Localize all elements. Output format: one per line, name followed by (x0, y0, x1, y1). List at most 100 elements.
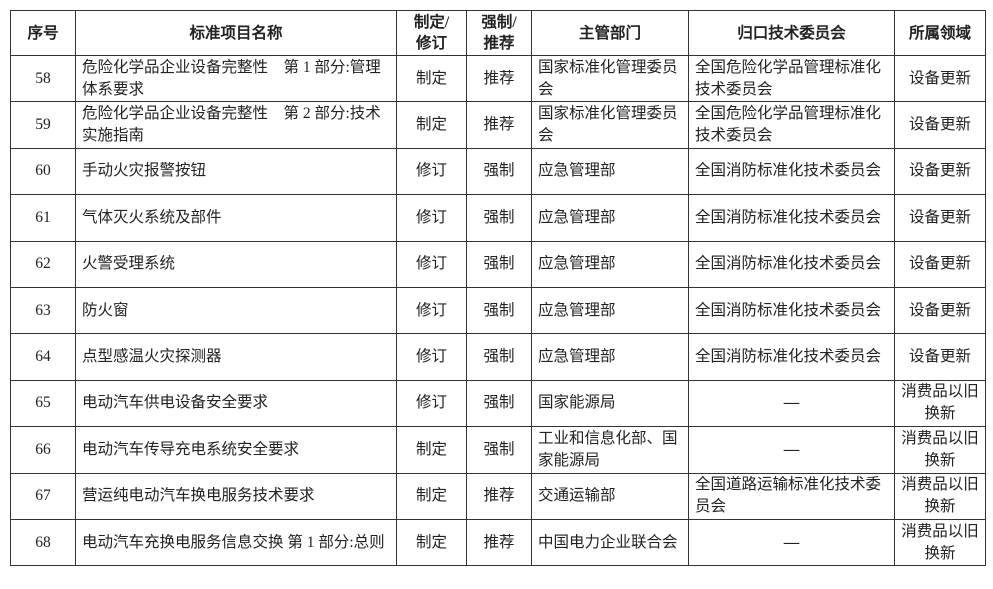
header-name: 标准项目名称 (75, 10, 397, 56)
header-level-line1: 强制/ (481, 14, 517, 31)
cell-committee: 全国消防标准化技术委员会 (688, 286, 895, 335)
cell-name: 营运纯电动汽车换电服务技术要求 (75, 472, 397, 520)
cell-level: 强制 (466, 286, 532, 335)
cell-no: 65 (10, 379, 76, 428)
cell-field: 设备更新 (894, 240, 986, 288)
cell-level: 强制 (466, 379, 532, 428)
cell-committee: 全国危险化学品管理标准化技术委员会 (688, 101, 895, 149)
cell-type: 制定 (396, 426, 467, 474)
cell-type: 修订 (396, 333, 467, 381)
cell-dept: 中国电力企业联合会 (531, 518, 689, 567)
cell-field: 设备更新 (894, 286, 986, 335)
cell-name: 危险化学品企业设备完整性 第 2 部分:技术实施指南 (75, 101, 397, 149)
header-type-line1: 制定/ (413, 14, 450, 31)
cell-dept: 应急管理部 (531, 333, 689, 381)
cell-name: 电动汽车传导充电系统安全要求 (75, 426, 397, 474)
cell-committee: — (688, 518, 895, 567)
header-dept: 主管部门 (531, 10, 689, 56)
cell-dept: 国家标准化管理委员会 (531, 54, 689, 103)
cell-committee: 全国消防标准化技术委员会 (688, 240, 895, 288)
cell-dept: 应急管理部 (531, 194, 689, 242)
cell-type: 修订 (396, 240, 467, 288)
cell-name: 防火窗 (75, 286, 397, 335)
cell-name: 点型感温火灾探测器 (75, 333, 397, 381)
cell-level: 推荐 (466, 472, 532, 520)
header-committee: 归口技术委员会 (688, 10, 895, 56)
header-level-line2: 推荐 (483, 35, 515, 52)
cell-type: 修订 (396, 286, 467, 335)
header-field: 所属领域 (894, 10, 986, 56)
table-row: 68 电动汽车充换电服务信息交换 第 1 部分:总则 制定 推荐 中国电力企业联合会 — 消… (10, 518, 986, 567)
cell-no: 63 (10, 286, 76, 335)
cell-dept: 工业和信息化部、国家能源局 (531, 426, 689, 474)
cell-committee: 全国危险化学品管理标准化技术委员会 (688, 54, 895, 103)
cell-field: 设备更新 (894, 54, 986, 103)
cell-field: 设备更新 (894, 147, 986, 196)
cell-level: 推荐 (466, 54, 532, 103)
cell-dept: 国家标准化管理委员会 (531, 101, 689, 149)
cell-level: 推荐 (466, 101, 532, 149)
cell-no: 61 (10, 194, 76, 242)
cell-field: 消费品以旧换新 (894, 518, 986, 567)
cell-no: 67 (10, 472, 76, 520)
table-row: 66 电动汽车传导充电系统安全要求 制定 强制 工业和信息化部、国家能源局 — 消费品以旧换… (10, 426, 986, 474)
cell-name: 电动汽车供电设备安全要求 (75, 379, 397, 428)
cell-field: 消费品以旧换新 (894, 426, 986, 474)
table-row: 61 气体灭火系统及部件 修订 强制 应急管理部 全国消防标准化技术委员会 设备更新 (10, 194, 986, 242)
header-level: 强制/推荐 (466, 10, 532, 56)
cell-field: 消费品以旧换新 (894, 379, 986, 428)
cell-no: 68 (10, 518, 76, 567)
table-row: 63 防火窗 修订 强制 应急管理部 全国消防标准化技术委员会 设备更新 (10, 286, 986, 335)
cell-committee: 全国消防标准化技术委员会 (688, 147, 895, 196)
cell-field: 设备更新 (894, 194, 986, 242)
cell-name: 电动汽车充换电服务信息交换 第 1 部分:总则 (75, 518, 397, 567)
cell-type: 制定 (396, 101, 467, 149)
cell-field: 消费品以旧换新 (894, 472, 986, 520)
cell-type: 制定 (396, 54, 467, 103)
standards-table: 序号 标准项目名称 制定/修订 强制/推荐 主管部门 归口技术委员会 所属领域 … (10, 10, 986, 567)
table-row: 64 点型感温火灾探测器 修订 强制 应急管理部 全国消防标准化技术委员会 设备更新 (10, 333, 986, 381)
header-type-line2: 修订 (415, 35, 447, 52)
cell-level: 强制 (466, 333, 532, 381)
header-type: 制定/修订 (396, 10, 467, 56)
cell-level: 推荐 (466, 518, 532, 567)
cell-name: 气体灭火系统及部件 (75, 194, 397, 242)
cell-dept: 国家能源局 (531, 379, 689, 428)
cell-type: 制定 (396, 518, 467, 567)
cell-type: 制定 (396, 472, 467, 520)
header-no: 序号 (10, 10, 76, 56)
cell-dept: 应急管理部 (531, 286, 689, 335)
table-row: 65 电动汽车供电设备安全要求 修订 强制 国家能源局 — 消费品以旧换新 (10, 379, 986, 428)
cell-dept: 交通运输部 (531, 472, 689, 520)
cell-no: 64 (10, 333, 76, 381)
cell-type: 修订 (396, 147, 467, 196)
cell-field: 设备更新 (894, 333, 986, 381)
cell-committee: 全国消防标准化技术委员会 (688, 194, 895, 242)
cell-committee: — (688, 379, 895, 428)
cell-committee: 全国道路运输标准化技术委员会 (688, 472, 895, 520)
cell-no: 60 (10, 147, 76, 196)
cell-committee: 全国消防标准化技术委员会 (688, 333, 895, 381)
cell-level: 强制 (466, 194, 532, 242)
cell-level: 强制 (466, 240, 532, 288)
table-row: 60 手动火灾报警按钮 修订 强制 应急管理部 全国消防标准化技术委员会 设备更新 (10, 147, 986, 196)
cell-type: 修订 (396, 379, 467, 428)
table-row: 58 危险化学品企业设备完整性 第 1 部分:管理体系要求 制定 推荐 国家标准化管理委… (10, 54, 986, 103)
cell-committee: — (688, 426, 895, 474)
cell-type: 修订 (396, 194, 467, 242)
cell-name: 火警受理系统 (75, 240, 397, 288)
cell-name: 手动火灾报警按钮 (75, 147, 397, 196)
cell-level: 强制 (466, 426, 532, 474)
header-row: 序号 标准项目名称 制定/修订 强制/推荐 主管部门 归口技术委员会 所属领域 (10, 10, 986, 56)
table-row: 59 危险化学品企业设备完整性 第 2 部分:技术实施指南 制定 推荐 国家标准化管理委… (10, 101, 986, 149)
table-row: 67 营运纯电动汽车换电服务技术要求 制定 推荐 交通运输部 全国道路运输标准化技术委员会… (10, 472, 986, 520)
cell-name: 危险化学品企业设备完整性 第 1 部分:管理体系要求 (75, 54, 397, 103)
cell-no: 62 (10, 240, 76, 288)
cell-no: 59 (10, 101, 76, 149)
cell-dept: 应急管理部 (531, 240, 689, 288)
cell-dept: 应急管理部 (531, 147, 689, 196)
cell-field: 设备更新 (894, 101, 986, 149)
cell-no: 66 (10, 426, 76, 474)
table-row: 62 火警受理系统 修订 强制 应急管理部 全国消防标准化技术委员会 设备更新 (10, 240, 986, 288)
cell-level: 强制 (466, 147, 532, 196)
